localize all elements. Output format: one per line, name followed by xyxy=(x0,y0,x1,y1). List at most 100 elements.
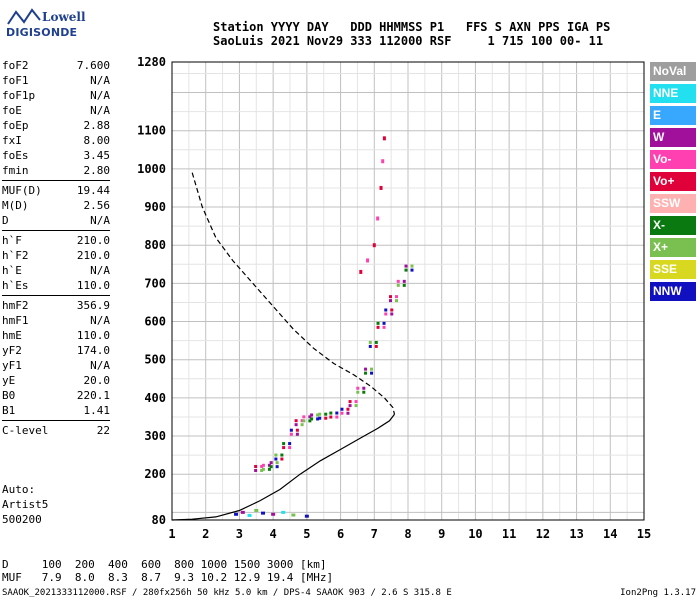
param-value: 2.56 xyxy=(83,199,111,212)
o-trace-point xyxy=(410,268,414,272)
param-row-fof1p: foF1p N/A xyxy=(2,88,110,103)
o-trace-point xyxy=(289,428,293,432)
param-key: foF1p xyxy=(2,89,36,102)
o-trace-point xyxy=(390,312,394,316)
param-key: B1 xyxy=(2,404,16,417)
o-trace-point xyxy=(282,442,286,446)
low-echo-point xyxy=(271,512,276,516)
o-trace-point xyxy=(275,461,279,465)
x-trace-point xyxy=(379,185,383,190)
o-trace-point xyxy=(316,413,320,417)
o-trace-point xyxy=(370,371,374,375)
o-trace-point xyxy=(261,467,265,471)
param-row-b1: B1 1.41 xyxy=(2,403,110,418)
o-trace-point xyxy=(269,461,273,465)
y-tick-label: 1000 xyxy=(137,162,166,176)
dashed-profile-line xyxy=(191,172,396,415)
x-trace-point xyxy=(359,269,363,274)
low-echo-point xyxy=(261,511,266,515)
o-trace-point xyxy=(300,419,304,423)
param-row-ye: yE 20.0 xyxy=(2,373,110,388)
o-trace-point xyxy=(318,412,322,416)
param-separator xyxy=(2,180,110,181)
o-trace-point xyxy=(274,453,278,457)
o-trace-point xyxy=(410,264,414,268)
o-trace-point xyxy=(340,407,344,411)
param-value: N/A xyxy=(90,214,110,227)
o-trace-point xyxy=(318,416,322,420)
o-trace-point xyxy=(389,299,393,303)
param-value: N/A xyxy=(90,264,110,277)
o-trace-point xyxy=(368,340,372,344)
o-trace-point xyxy=(260,468,264,472)
param-row-d: D N/A xyxy=(2,213,110,228)
param-key: fmin xyxy=(2,164,29,177)
header-values: SaoLuis 2021 Nov29 333 112000 RSF 1 715 … xyxy=(213,34,604,48)
x-trace-point xyxy=(376,216,380,221)
o-trace-point xyxy=(374,344,378,348)
param-row-hes: h`Es 110.0 xyxy=(2,278,110,293)
o-trace-point xyxy=(390,308,394,312)
param-key: foEs xyxy=(2,149,29,162)
x-tick-label: 12 xyxy=(536,527,550,541)
x-tick-label: 13 xyxy=(569,527,583,541)
legend-vo: Vo- xyxy=(650,150,696,169)
o-trace-point xyxy=(368,344,372,348)
distance-row: D 100 200 400 600 800 1000 1500 3000 [km… xyxy=(2,558,327,571)
low-echo-point xyxy=(247,513,252,517)
param-key: yF1 xyxy=(2,359,22,372)
o-trace-point xyxy=(396,283,400,287)
y-tick-label: 200 xyxy=(144,467,166,481)
legend-ssw: SSW xyxy=(650,194,696,213)
o-trace-point xyxy=(346,411,350,415)
o-trace-point xyxy=(335,415,339,419)
o-trace-point xyxy=(395,299,399,303)
o-trace-point xyxy=(396,279,400,283)
o-trace-point xyxy=(335,411,339,415)
param-key: M(D) xyxy=(2,199,29,212)
param-row-hme: hmE 110.0 xyxy=(2,328,110,343)
o-trace-point xyxy=(364,367,368,371)
o-trace-point xyxy=(289,432,293,436)
param-value: N/A xyxy=(90,74,110,87)
o-trace-point xyxy=(261,463,265,467)
param-row-fof1: foF1 N/A xyxy=(2,73,110,88)
param-value: 356.9 xyxy=(76,299,110,312)
o-trace-point xyxy=(316,417,320,421)
low-echo-point xyxy=(240,510,245,514)
param-key: h`E xyxy=(2,264,22,277)
param-value: 210.0 xyxy=(76,249,110,262)
low-echo-point xyxy=(304,514,309,518)
x-tick-label: 15 xyxy=(637,527,651,541)
param-row-he: h`E N/A xyxy=(2,263,110,278)
auto-code: 500200 xyxy=(2,513,42,526)
legend-nne: NNE xyxy=(650,84,696,103)
autoscaling-info: Auto: Artist5 500200 xyxy=(2,482,48,527)
param-value: 8.00 xyxy=(83,134,111,147)
x-tick-label: 8 xyxy=(404,527,411,541)
x-tick-label: 11 xyxy=(502,527,516,541)
param-row-yf2: yF2 174.0 xyxy=(2,343,110,358)
o-trace-point xyxy=(267,467,271,471)
o-trace-point xyxy=(294,423,298,427)
param-row-clevel: C-level 22 xyxy=(2,423,110,438)
polarization-legend: NoVal NNE E W Vo- Vo+ SSW X- X+ SSE NNW xyxy=(650,62,696,304)
x-tick-label: 9 xyxy=(438,527,445,541)
param-separator xyxy=(2,295,110,296)
x-tick-label: 5 xyxy=(303,527,310,541)
param-value: N/A xyxy=(90,359,110,372)
station-header: Station YYYY DAY DDD HHMMSS P1 FFS S AXN… xyxy=(213,20,610,48)
o-trace-point xyxy=(356,386,360,390)
param-value: N/A xyxy=(90,104,110,117)
o-trace-point xyxy=(308,415,312,419)
o-trace-point xyxy=(364,371,368,375)
x-tick-label: 1 xyxy=(168,527,175,541)
param-row-foep: foEp 2.88 xyxy=(2,118,110,133)
o-trace-point xyxy=(254,464,258,468)
legend-vo: Vo+ xyxy=(650,172,696,191)
o-trace-point xyxy=(288,442,292,446)
x-tick-label: 4 xyxy=(270,527,277,541)
muf-row: MUF 7.9 8.0 8.3 8.7 9.3 10.2 12.9 19.4 [… xyxy=(2,571,334,584)
o-trace-point xyxy=(374,340,378,344)
param-value: 110.0 xyxy=(76,329,110,342)
